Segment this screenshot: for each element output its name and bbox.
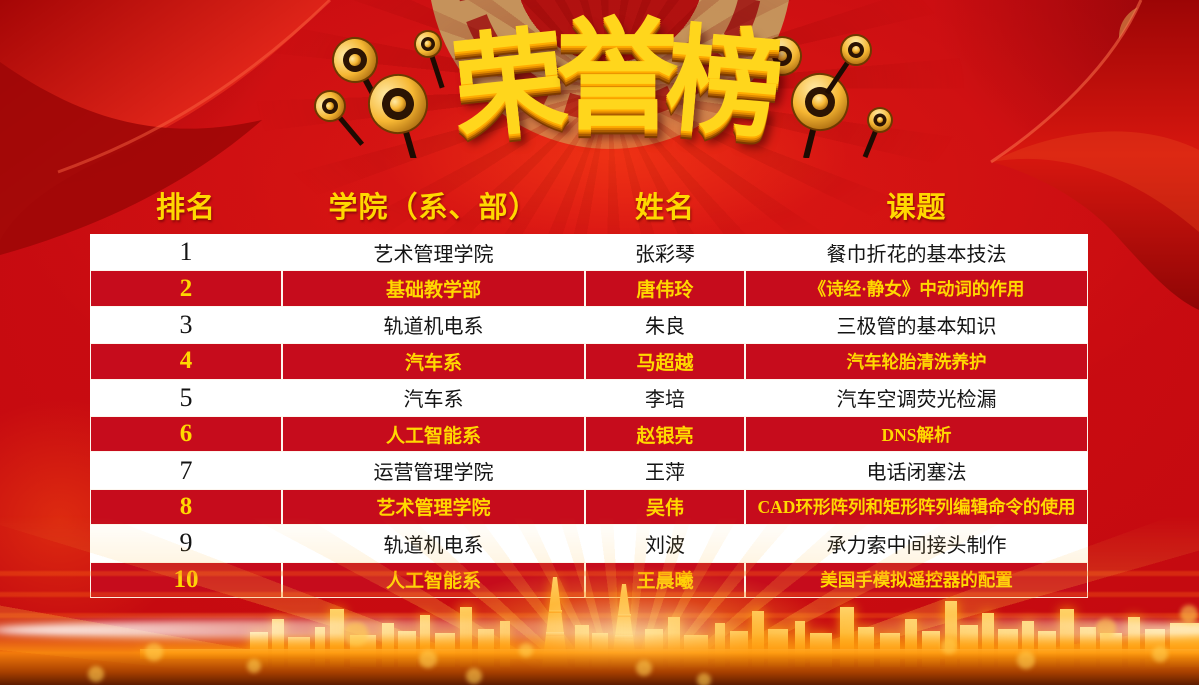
rank-cell: 10 [90, 561, 282, 598]
rank-cell: 9 [179, 528, 193, 558]
rank-cell: 7 [179, 455, 193, 485]
rank-cell: 8 [90, 488, 282, 526]
title-char: 荣 [446, 14, 565, 157]
name-cell: 王萍 [645, 462, 685, 485]
name-cell: 朱良 [645, 316, 685, 339]
topic-cell: 电话闭塞法 [866, 462, 967, 485]
name-cell: 赵银亮 [585, 415, 745, 453]
speaker-horns-icon [314, 30, 893, 158]
header-topic: 课题 [886, 192, 947, 224]
topic-cell: DNS解析 [745, 415, 1088, 453]
name-cell: 吴伟 [585, 488, 745, 526]
speaker-horns-left-icon [314, 30, 445, 158]
college-cell: 人工智能系 [282, 561, 585, 598]
title-char: 誉 [555, 5, 678, 148]
name-cell: 唐伟玲 [585, 270, 745, 307]
table-row: 5 汽车系 李培 汽车空调荧光检漏 [90, 379, 1088, 416]
table-row: 1 艺术管理学院 张彩琴 餐巾折花的基本技法 [90, 234, 1088, 271]
college-cell: 人工智能系 [282, 415, 585, 453]
name-cell: 王晨曦 [585, 561, 745, 598]
rank-cell: 2 [90, 270, 282, 307]
table-row: 9 轨道机电系 刘波 承力索中间接头制作 [90, 525, 1088, 562]
college-cell: 运营管理学院 [373, 462, 494, 485]
rank-cell: 6 [90, 415, 282, 453]
table-row: 3 轨道机电系 朱良 三极管的基本知识 [90, 306, 1088, 344]
college-cell: 艺术管理学院 [282, 488, 585, 526]
college-cell: 轨道机电系 [383, 534, 484, 557]
table-row: 6 人工智能系 赵银亮 DNS解析 [90, 415, 1088, 453]
rank-cell: 4 [90, 343, 282, 380]
topic-cell: CAD环形阵列和矩形阵列编辑命令的使用 [745, 488, 1088, 526]
topic-cell: 美国手模拟遥控器的配置 [745, 561, 1088, 598]
rank-cell: 1 [179, 237, 193, 267]
topic-cell: 《诗经·静女》中动词的作用 [745, 270, 1088, 307]
white-light-band [809, 619, 1199, 641]
speaker-horns-right-icon [750, 34, 893, 158]
college-cell: 艺术管理学院 [373, 243, 494, 266]
header-name: 姓名 [634, 192, 695, 224]
college-cell: 汽车系 [282, 343, 585, 380]
page-title: 荣誉榜 [0, 11, 1199, 156]
topic-cell: 汽车空调荧光检漏 [836, 389, 997, 412]
silk-ribbon-right [990, 0, 1199, 310]
topic-cell: 三极管的基本知识 [836, 316, 997, 339]
glitter-band [0, 633, 1199, 685]
name-cell: 马超越 [585, 343, 745, 380]
name-cell: 李培 [645, 389, 685, 412]
silk-ribbon-left [0, 0, 332, 255]
college-cell: 汽车系 [403, 389, 464, 412]
title-char: 榜 [660, 11, 780, 156]
table-row: 10 人工智能系 王晨曦 美国手模拟遥控器的配置 [90, 561, 1088, 598]
table-row: 7 运营管理学院 王萍 电话闭塞法 [90, 452, 1088, 489]
header-rank: 排名 [155, 192, 216, 224]
topic-cell: 汽车轮胎清洗养护 [745, 343, 1088, 380]
table-header-row: 排名 学院（系、部） 姓名 课题 [90, 176, 1088, 234]
title-glow [380, 70, 850, 240]
name-cell: 张彩琴 [635, 243, 695, 266]
topic-cell: 承力索中间接头制作 [826, 534, 1007, 557]
college-cell: 轨道机电系 [383, 316, 484, 339]
honor-roll-table: 排名 学院（系、部） 姓名 课题 1 艺术管理学院 张彩琴 餐巾折花的基本技法 … [90, 176, 1088, 598]
name-cell: 刘波 [645, 534, 685, 557]
college-cell: 基础教学部 [282, 270, 585, 307]
table-row: 4 汽车系 马超越 汽车轮胎清洗养护 [90, 343, 1088, 380]
rank-cell: 5 [179, 382, 193, 412]
topic-cell: 餐巾折花的基本技法 [826, 243, 1007, 266]
table-row: 2 基础教学部 唐伟玲 《诗经·静女》中动词的作用 [90, 270, 1088, 307]
rank-cell: 3 [179, 309, 193, 339]
header-college: 学院（系、部） [328, 192, 539, 224]
table-row: 8 艺术管理学院 吴伟 CAD环形阵列和矩形阵列编辑命令的使用 [90, 488, 1088, 526]
table-body: 1 艺术管理学院 张彩琴 餐巾折花的基本技法 2 基础教学部 唐伟玲 《诗经·静… [90, 234, 1088, 598]
